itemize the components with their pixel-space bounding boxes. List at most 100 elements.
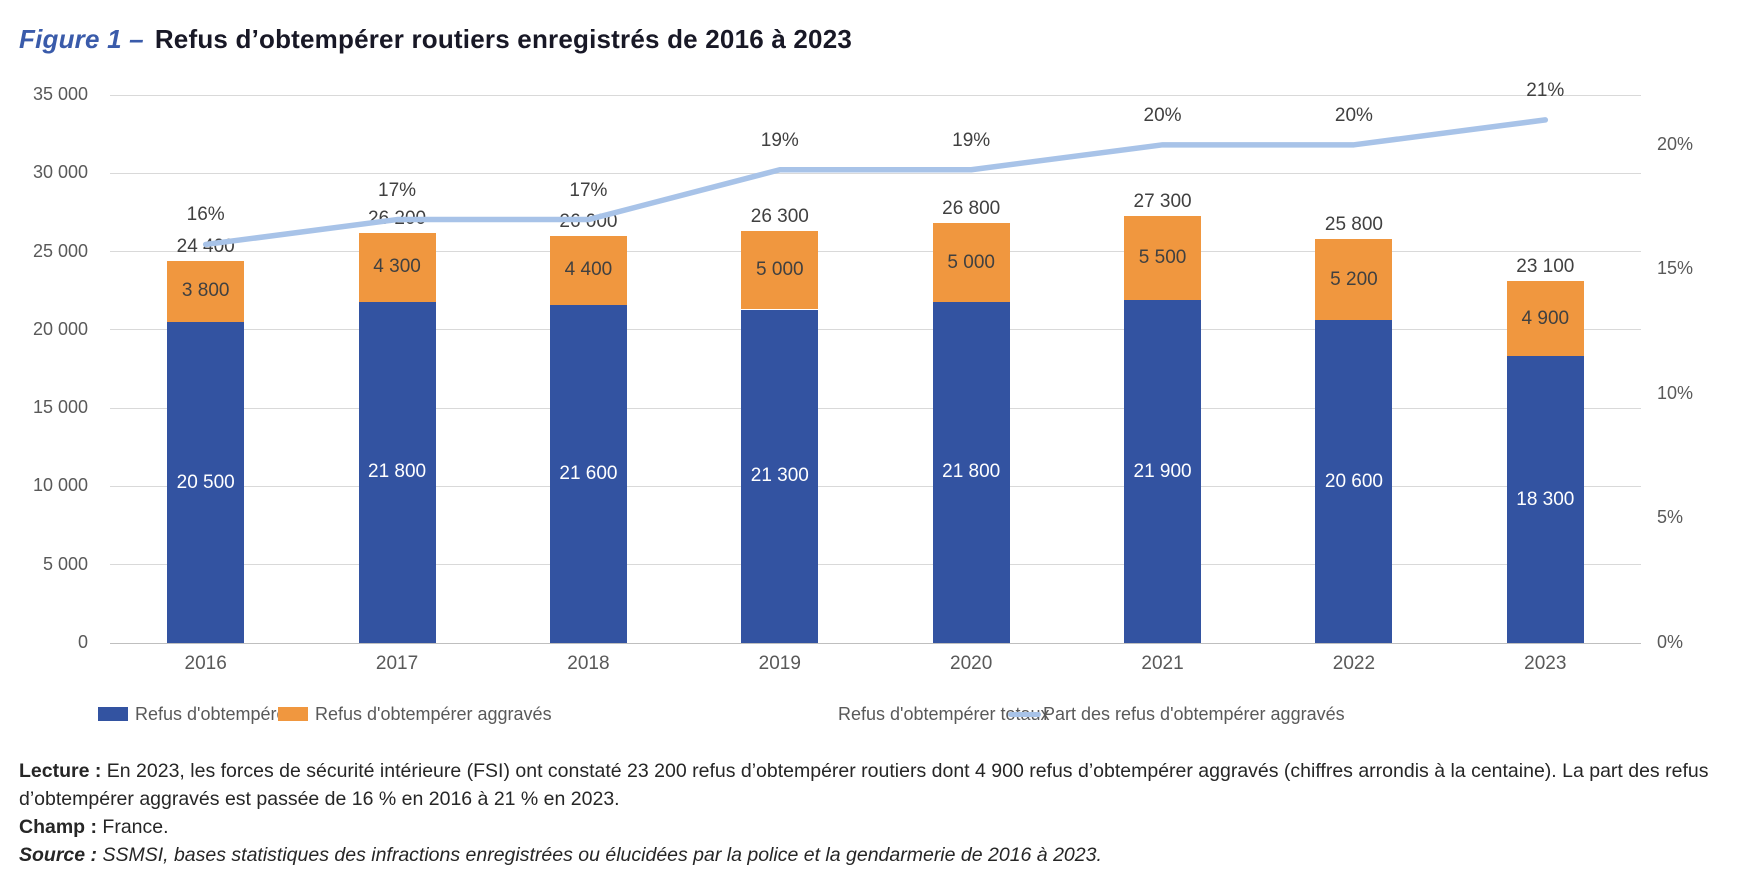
source-label: Source : [19,844,98,866]
gridline [110,94,1641,96]
x-axis-year-label: 2016 [184,653,227,674]
legend-item-label: Refus d'obtempérer totaux [838,703,1050,724]
x-axis-year-label: 2018 [567,653,610,674]
line-percent-label: 16% [186,204,225,226]
bar-value-label-aggraves: 3 800 [181,280,230,302]
line-percent-label: 19% [952,129,991,151]
bar-segment-refus [932,301,1010,643]
legend-item-3: Refus d'obtempérer totaux [838,699,1050,729]
y-axis-tick-label: 15 000 [32,397,88,418]
y-axis-tick-label: 25 000 [32,240,88,261]
bar-segment-refus [741,309,819,643]
lecture-label: Lecture : [19,760,102,782]
line-percent-label: 17% [569,179,608,201]
bar-value-label-aggraves: 4 400 [564,259,613,281]
bar-segment-refus [1124,300,1202,643]
gridline [110,329,1641,331]
legend-item-label: Refus d'obtempérer aggravés [315,703,552,724]
line-percent-label: 20% [1334,104,1373,126]
bar-segment-refus [549,304,627,643]
champ-label: Champ : [19,816,97,838]
x-axis-year-label: 2021 [1141,653,1184,674]
legend-line-swatch-icon [1008,711,1041,717]
bar-total-label: 27 300 [1133,190,1192,212]
bar-value-label-aggraves: 5 200 [1330,268,1378,290]
y-axis-tick-label: 10 000 [32,475,88,496]
bar-value-label-refus: 21 600 [559,462,618,484]
bar-segment-aggraves [1506,281,1584,357]
x-axis-year-label: 2022 [1332,653,1376,674]
bar-segment-aggraves [167,260,245,323]
figure-title-text: Refus d’obtempérer routiers enregistrés … [154,24,853,54]
bar-total-label: 26 800 [942,198,1001,220]
figure-notes: Lecture : En 2023, les forces de sécurit… [19,757,1743,869]
legend-color-swatch-icon [278,707,308,721]
y-axis-tick-label: 0 [77,632,88,652]
secondary-y-axis-tick-label: 10% [1657,382,1694,403]
bar-segment-refus [1506,356,1584,643]
bar-segment-aggraves [549,235,627,305]
champ-note: Champ : France. [19,813,1743,841]
gridline [110,172,1641,174]
bar-value-label-aggraves: 4 900 [1521,307,1570,329]
source-text: SSMSI, bases statistiques des infraction… [97,844,1102,866]
line-percent-label: 19% [760,129,799,151]
x-axis-year-label: 2020 [950,653,993,674]
gridline [110,642,1641,644]
bar-segment-aggraves [1315,239,1393,321]
bar-value-label-refus: 20 600 [1324,470,1383,492]
bar-value-label-aggraves: 5 000 [756,259,804,281]
secondary-y-axis-tick-label: 0% [1657,632,1684,652]
line-percent-label: 21% [1526,79,1565,101]
x-axis-year-label: 2023 [1524,653,1567,674]
gridline [110,485,1641,487]
bar-value-label-refus: 21 900 [1133,460,1192,482]
bar-value-label-aggraves: 5 500 [1138,246,1187,268]
x-axis-year-label: 2017 [375,653,419,674]
figure-number-label: Figure 1 – [19,24,144,54]
line-percent-label: 20% [1143,104,1182,126]
bar-value-label-refus: 21 300 [750,465,809,487]
bar-total-label: 25 800 [1324,214,1383,236]
lecture-text: En 2023, les forces de sécurité intérieu… [19,760,1709,810]
bar-value-label-refus: 18 300 [1516,488,1575,510]
y-axis-tick-label: 20 000 [32,318,88,339]
bar-total-label: 26 200 [368,207,427,229]
bar-segment-refus [358,301,436,643]
secondary-y-axis-tick-label: 20% [1657,133,1694,154]
source-note: Source : SSMSI, bases statistiques des i… [19,841,1743,869]
bar-value-label-aggraves: 5 000 [947,251,995,273]
bar-segment-refus [167,322,245,643]
y-axis-tick-label: 5 000 [42,553,88,574]
y-axis-tick-label: 30 000 [32,162,88,183]
legend-item-4: Part des refus d'obtempérer aggravés [1008,699,1345,729]
bar-value-label-refus: 21 800 [942,461,1001,483]
figure-title: Figure 1 – Refus d’obtempérer routiers en… [19,24,852,55]
bar-total-label: 23 100 [1516,256,1575,278]
bar-value-label-aggraves: 4 300 [373,256,421,278]
chart-legend: Refus d'obtempérer Refus d'obtempérer agg… [0,699,1753,729]
bar-value-label-refus: 21 800 [368,461,427,483]
bar-value-label-refus: 20 500 [176,471,235,493]
gridline [110,407,1641,409]
bar-total-label: 26 300 [750,206,809,228]
lecture-note: Lecture : En 2023, les forces de sécurit… [19,757,1743,813]
legend-item-1: Refus d'obtempérer [98,699,293,729]
x-axis-year-label: 2019 [758,653,801,674]
secondary-y-axis-tick-label: 15% [1657,258,1694,279]
gridline [110,564,1641,566]
secondary-y-axis-tick-label: 5% [1657,507,1684,528]
bar-total-label: 24 400 [176,235,235,257]
champ-text: France. [97,816,169,838]
line-percent-label: 17% [378,179,417,201]
bar-total-label: 26 000 [559,210,618,232]
legend-color-swatch-icon [98,707,128,721]
legend-item-label: Part des refus d'obtempérer aggravés [1043,703,1345,724]
gridline [110,251,1641,253]
y-axis-tick-label: 35 000 [32,84,88,104]
legend-item-label: Refus d'obtempérer [135,703,293,724]
bar-segment-refus [1315,320,1393,643]
legend-item-2: Refus d'obtempérer aggravés [278,699,552,729]
